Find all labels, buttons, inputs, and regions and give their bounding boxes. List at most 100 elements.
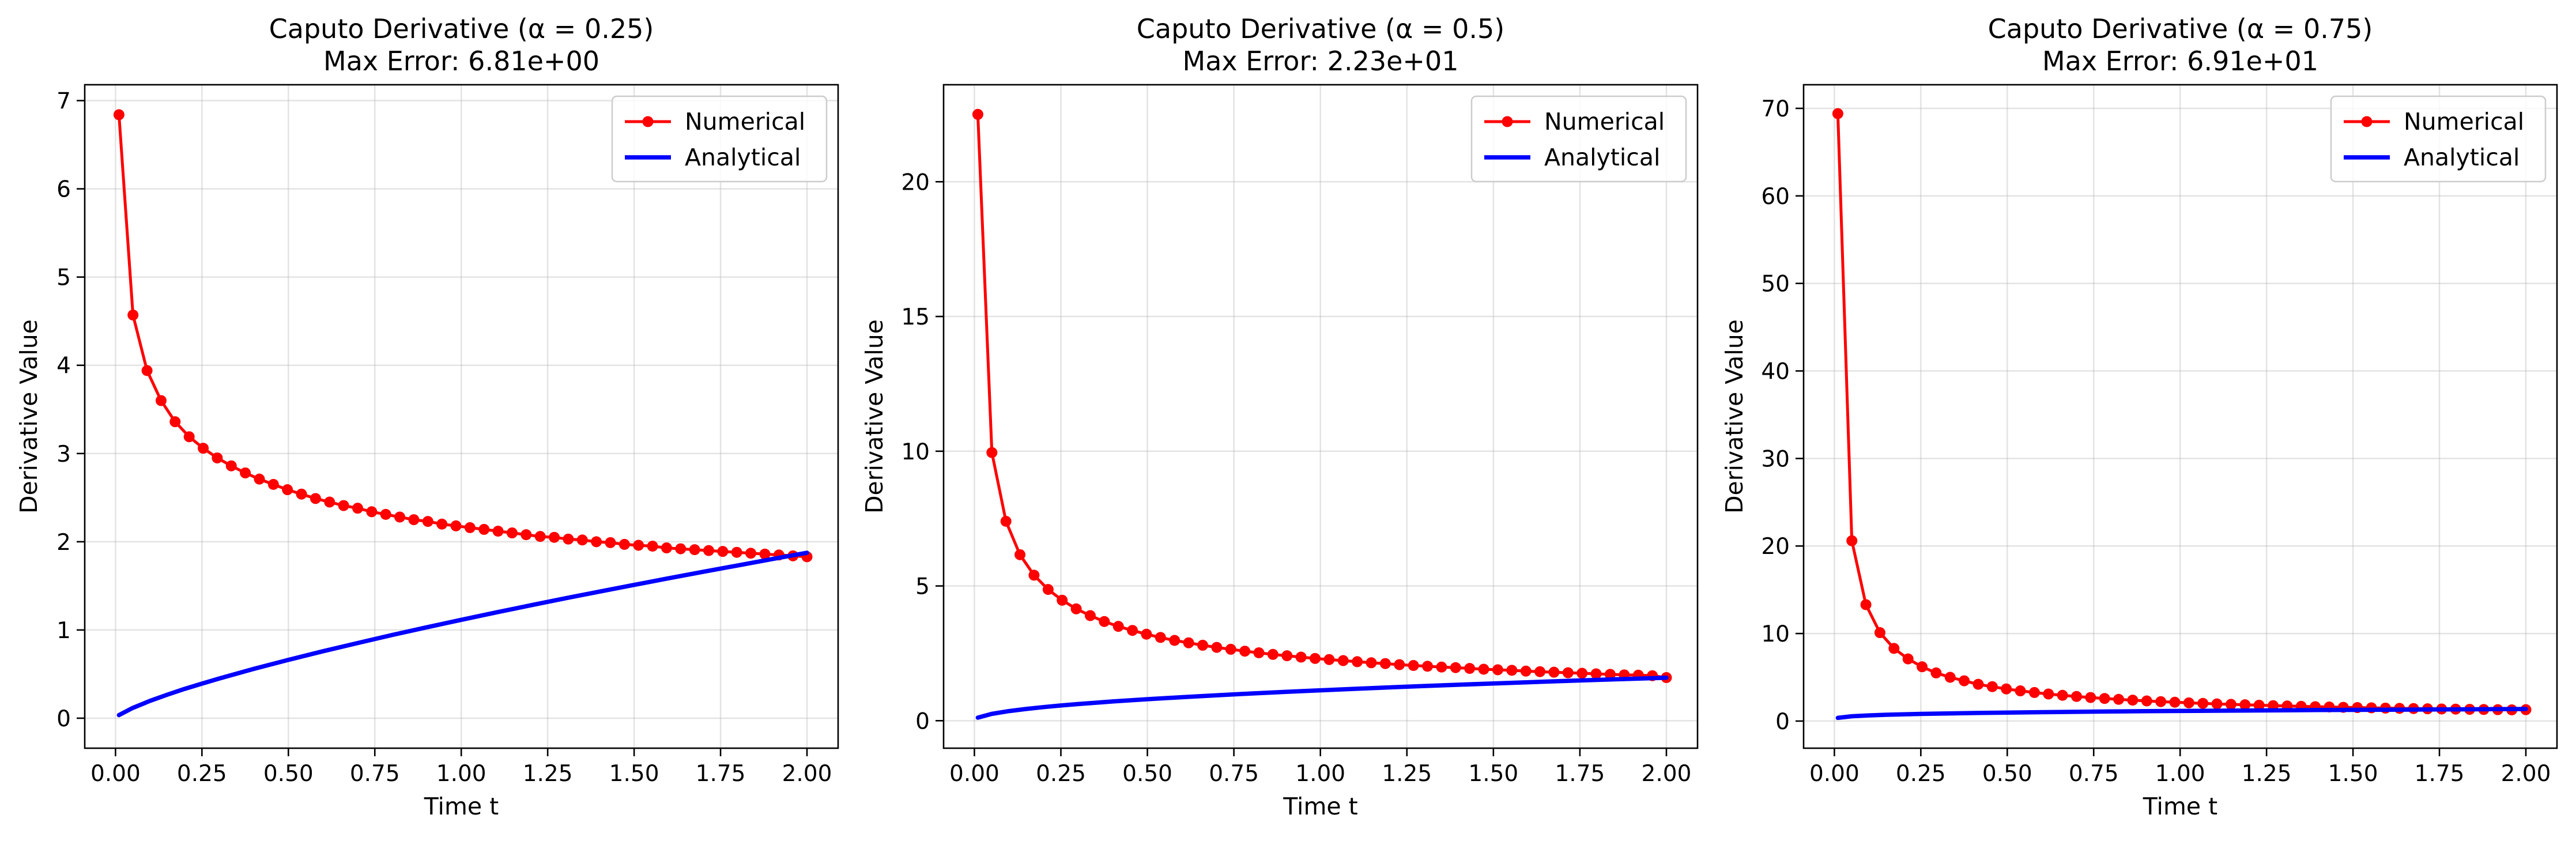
series-line-analytical xyxy=(116,550,809,718)
data-point xyxy=(254,473,265,485)
y-tick-label: 1 xyxy=(56,618,71,644)
y-tick-label: 3 xyxy=(56,442,71,467)
data-point xyxy=(986,447,998,458)
data-point xyxy=(1000,515,1012,527)
data-point xyxy=(225,460,237,472)
data-point xyxy=(183,431,195,443)
data-point xyxy=(591,536,602,548)
x-tick-label: 0.00 xyxy=(1809,761,1860,787)
x-tick-label: 0.50 xyxy=(1982,761,2032,787)
x-tick-label: 1.00 xyxy=(436,761,486,787)
legend-label-numerical: Numerical xyxy=(1544,108,1665,135)
x-tick-label: 1.25 xyxy=(2242,761,2292,787)
data-point xyxy=(1352,656,1363,667)
data-point xyxy=(1436,661,1447,673)
data-point xyxy=(2197,697,2209,709)
data-point xyxy=(1408,659,1419,671)
x-tick-label: 0.00 xyxy=(949,761,1000,787)
data-point xyxy=(605,537,616,548)
data-point xyxy=(1239,646,1251,657)
data-point xyxy=(1534,666,1546,677)
data-point xyxy=(745,548,757,559)
y-tick-label: 7 xyxy=(56,89,71,115)
data-point xyxy=(2085,692,2096,703)
y-tick-label: 5 xyxy=(915,574,930,600)
data-point xyxy=(1310,653,1321,664)
legend-label-analytical: Analytical xyxy=(685,144,801,171)
data-point xyxy=(169,416,181,428)
data-point xyxy=(2253,699,2265,711)
data-point xyxy=(366,506,378,518)
legend-label-analytical: Analytical xyxy=(1544,144,1660,171)
data-point xyxy=(1379,658,1391,669)
data-point xyxy=(689,544,700,556)
legend-marker xyxy=(1502,116,1513,127)
data-point xyxy=(310,493,321,504)
data-point xyxy=(155,395,167,406)
data-point xyxy=(1042,584,1054,595)
data-point xyxy=(1028,570,1040,581)
data-point xyxy=(141,365,153,376)
x-tick-label: 1.75 xyxy=(2415,761,2465,787)
data-point xyxy=(338,500,349,511)
data-point xyxy=(1197,639,1208,651)
data-point xyxy=(1253,647,1265,659)
y-tick-label: 0 xyxy=(1775,709,1790,735)
legend-marker xyxy=(642,116,654,127)
data-point xyxy=(759,548,771,560)
x-axis-label: Time t xyxy=(2143,793,2217,820)
data-point xyxy=(2183,697,2194,708)
data-point xyxy=(380,508,391,520)
data-point xyxy=(1141,628,1152,640)
data-point xyxy=(1422,661,1434,672)
legend: Numerical Analytical xyxy=(1470,95,1687,183)
legend-marker xyxy=(2361,116,2373,127)
y-tick-label: 10 xyxy=(901,439,930,465)
data-point xyxy=(2127,695,2139,706)
x-tick-label: 0.75 xyxy=(1209,761,1259,787)
data-point xyxy=(2028,687,2040,698)
series-analytical xyxy=(1835,707,2528,721)
data-point xyxy=(1917,661,1928,673)
y-axis-label: Derivative Value xyxy=(861,319,888,514)
data-point xyxy=(198,443,209,454)
data-point xyxy=(1930,667,1942,678)
data-point xyxy=(1590,668,1602,680)
y-axis-label: Derivative Value xyxy=(1721,319,1748,514)
data-point xyxy=(506,527,518,539)
data-point xyxy=(2169,696,2181,708)
data-point xyxy=(240,467,251,478)
data-point xyxy=(2070,691,2082,702)
data-point xyxy=(352,503,363,514)
y-tick-label: 0 xyxy=(56,706,71,732)
data-point xyxy=(1478,663,1489,675)
data-point xyxy=(113,109,125,120)
x-tick-label: 2.00 xyxy=(1642,761,1692,787)
data-point xyxy=(1169,635,1180,646)
data-point xyxy=(478,523,490,535)
series-line-analytical xyxy=(1835,707,2528,721)
x-tick-label: 1.00 xyxy=(1295,761,1345,787)
data-point xyxy=(394,511,406,523)
data-point xyxy=(1323,654,1335,665)
x-tick-label: 0.25 xyxy=(1036,761,1086,787)
data-point xyxy=(267,478,279,490)
chart-subtitle: Max Error: 6.81e+00 xyxy=(323,46,599,77)
data-point xyxy=(1225,643,1236,655)
data-point xyxy=(1576,667,1588,679)
series-analytical xyxy=(116,550,809,718)
data-point xyxy=(408,514,420,526)
x-tick-label: 1.50 xyxy=(1468,761,1518,787)
series-numerical xyxy=(1832,108,2532,715)
data-point xyxy=(1211,642,1223,653)
data-point xyxy=(1548,666,1560,678)
x-tick-label: 2.00 xyxy=(782,761,832,787)
chart-subtitle: Max Error: 2.23e+01 xyxy=(1183,46,1459,77)
data-point xyxy=(422,516,433,527)
y-tick-label: 2 xyxy=(56,530,71,556)
x-tick-label: 0.25 xyxy=(1896,761,1946,787)
legend: Numerical Analytical xyxy=(611,95,828,183)
x-axis-label: Time t xyxy=(424,793,499,820)
data-point xyxy=(2211,698,2223,710)
data-point xyxy=(2113,693,2125,705)
